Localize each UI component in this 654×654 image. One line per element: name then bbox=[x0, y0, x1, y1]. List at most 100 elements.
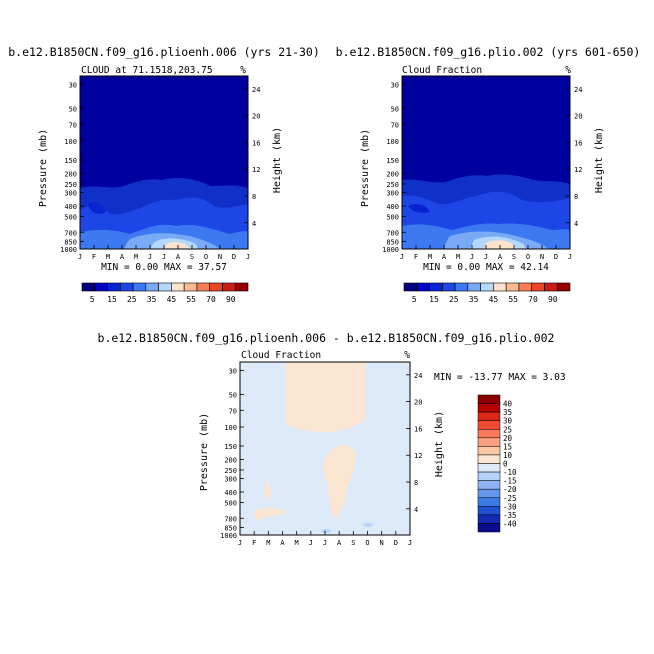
pressure-tick-label: 500 bbox=[386, 213, 399, 221]
colorbar-swatch bbox=[477, 480, 501, 490]
colorbar-label: 55 bbox=[186, 295, 196, 304]
colorbar-swatch bbox=[477, 506, 501, 516]
colorbar-swatch bbox=[477, 497, 501, 507]
colorbar-label: 15 bbox=[503, 442, 512, 451]
pressure-tick-label: 50 bbox=[69, 106, 77, 114]
units-label: % bbox=[240, 65, 246, 76]
pressure-tick-label: 30 bbox=[69, 82, 77, 90]
colorbar-label: -25 bbox=[503, 494, 517, 503]
pressure-tick-label: 850 bbox=[224, 524, 237, 532]
month-tick-label: A bbox=[120, 253, 125, 261]
colorbar-label: 25 bbox=[503, 425, 512, 434]
height-tick-label: 4 bbox=[414, 506, 418, 514]
colorbar-swatch bbox=[81, 282, 96, 292]
month-tick-label: A bbox=[337, 539, 342, 547]
month-tick-label: J bbox=[148, 253, 152, 261]
colorbar-label: 55 bbox=[508, 295, 518, 304]
panel-title: b.e12.B1850CN.f09_g16.plioenh.006 - b.e1… bbox=[98, 331, 555, 345]
pressure-tick-label: 70 bbox=[229, 407, 237, 415]
height-tick-label: 8 bbox=[252, 193, 256, 201]
month-tick-label: D bbox=[232, 253, 236, 261]
pressure-tick-label: 400 bbox=[224, 489, 237, 497]
colorbar: 5 15 25 35 45 55 70 90 bbox=[403, 282, 571, 304]
month-tick-label: J bbox=[78, 253, 82, 261]
colorbar-swatch bbox=[403, 282, 418, 292]
units-label: % bbox=[404, 350, 410, 361]
pressure-tick-label: 150 bbox=[64, 157, 77, 165]
colorbar-swatch bbox=[477, 437, 501, 447]
colorbar-swatch bbox=[234, 282, 249, 292]
colorbar-label: 35 bbox=[469, 295, 479, 304]
contour-field bbox=[240, 362, 410, 535]
height-axis-label: Height (km) bbox=[594, 127, 605, 193]
month-tick-label: O bbox=[365, 539, 369, 547]
colorbar-label: 35 bbox=[147, 295, 157, 304]
panel-title: b.e12.B1850CN.f09_g16.plioenh.006 (yrs 2… bbox=[8, 45, 320, 59]
colorbar-label: -40 bbox=[503, 519, 517, 528]
colorbar-swatch bbox=[477, 523, 501, 533]
colorbar-swatch bbox=[94, 282, 108, 292]
colorbar-swatch bbox=[518, 282, 532, 292]
colorbar-swatch bbox=[477, 471, 501, 481]
pressure-tick-label: 30 bbox=[391, 82, 399, 90]
month-tick-label: J bbox=[568, 253, 572, 261]
pressure-tick-label: 700 bbox=[386, 229, 399, 237]
month-tick-label: D bbox=[394, 539, 398, 547]
pressure-axis-label: Pressure (mb) bbox=[360, 129, 371, 207]
pressure-tick-label: 250 bbox=[386, 181, 399, 189]
height-tick-label: 12 bbox=[252, 166, 260, 174]
colorbar-label: -15 bbox=[503, 477, 517, 486]
month-tick-label: M bbox=[266, 539, 270, 547]
contour-field bbox=[80, 76, 248, 249]
colorbar-label: 15 bbox=[107, 295, 117, 304]
height-tick-label: 24 bbox=[252, 86, 260, 94]
colorbar-swatch bbox=[158, 282, 172, 292]
colorbar-swatch bbox=[477, 488, 501, 498]
colorbar-swatch bbox=[171, 282, 185, 292]
month-tick-label: A bbox=[442, 253, 447, 261]
month-tick-label: N bbox=[380, 539, 384, 547]
colorbar-swatch bbox=[531, 282, 545, 292]
colorbar-swatch bbox=[556, 282, 571, 292]
colorbar-swatch bbox=[477, 411, 501, 421]
pressure-tick-label: 30 bbox=[229, 368, 237, 376]
month-tick-label: S bbox=[512, 253, 516, 261]
min-max-label: MIN = 0.00 MAX = 37.57 bbox=[101, 262, 227, 273]
colorbar-swatch bbox=[477, 454, 501, 464]
height-tick-label: 8 bbox=[574, 193, 578, 201]
height-tick-label: 20 bbox=[574, 113, 582, 121]
month-tick-label: D bbox=[554, 253, 558, 261]
month-tick-label: O bbox=[204, 253, 208, 261]
pressure-tick-label: 100 bbox=[224, 424, 237, 432]
colorbar-label: 45 bbox=[489, 295, 499, 304]
month-tick-label: M bbox=[295, 539, 299, 547]
pressure-tick-label: 850 bbox=[386, 238, 399, 246]
month-tick-label: J bbox=[162, 253, 166, 261]
min-max-label: MIN = 0.00 MAX = 42.14 bbox=[423, 262, 549, 273]
pressure-tick-label: 1000 bbox=[60, 246, 77, 254]
colorbar-label: 10 bbox=[503, 451, 513, 460]
panel-subtitle: Cloud Fraction bbox=[241, 350, 321, 361]
month-tick-label: S bbox=[190, 253, 194, 261]
month-tick-label: N bbox=[218, 253, 222, 261]
month-tick-label: J bbox=[470, 253, 474, 261]
height-tick-labels: 24 20 16 12 8 4 bbox=[406, 372, 422, 514]
colorbar-swatch bbox=[493, 282, 507, 292]
colorbar-label: 20 bbox=[503, 434, 513, 443]
colorbar-label: 0 bbox=[503, 460, 508, 469]
month-tick-label: A bbox=[280, 539, 285, 547]
colorbar-swatch bbox=[477, 420, 501, 430]
colorbar-swatch bbox=[429, 282, 443, 292]
height-tick-label: 12 bbox=[414, 452, 422, 460]
panel-subtitle: CLOUD at 71.1518,203.75 bbox=[81, 65, 213, 76]
month-tick-label: J bbox=[400, 253, 404, 261]
panel-top-right: b.e12.B1850CN.f09_g16.plio.002 (yrs 601-… bbox=[336, 45, 641, 304]
height-tick-label: 8 bbox=[414, 479, 418, 487]
colorbar-label: 15 bbox=[429, 295, 439, 304]
height-tick-label: 20 bbox=[252, 113, 260, 121]
month-tick-label: J bbox=[408, 539, 412, 547]
month-tick-label: N bbox=[540, 253, 544, 261]
